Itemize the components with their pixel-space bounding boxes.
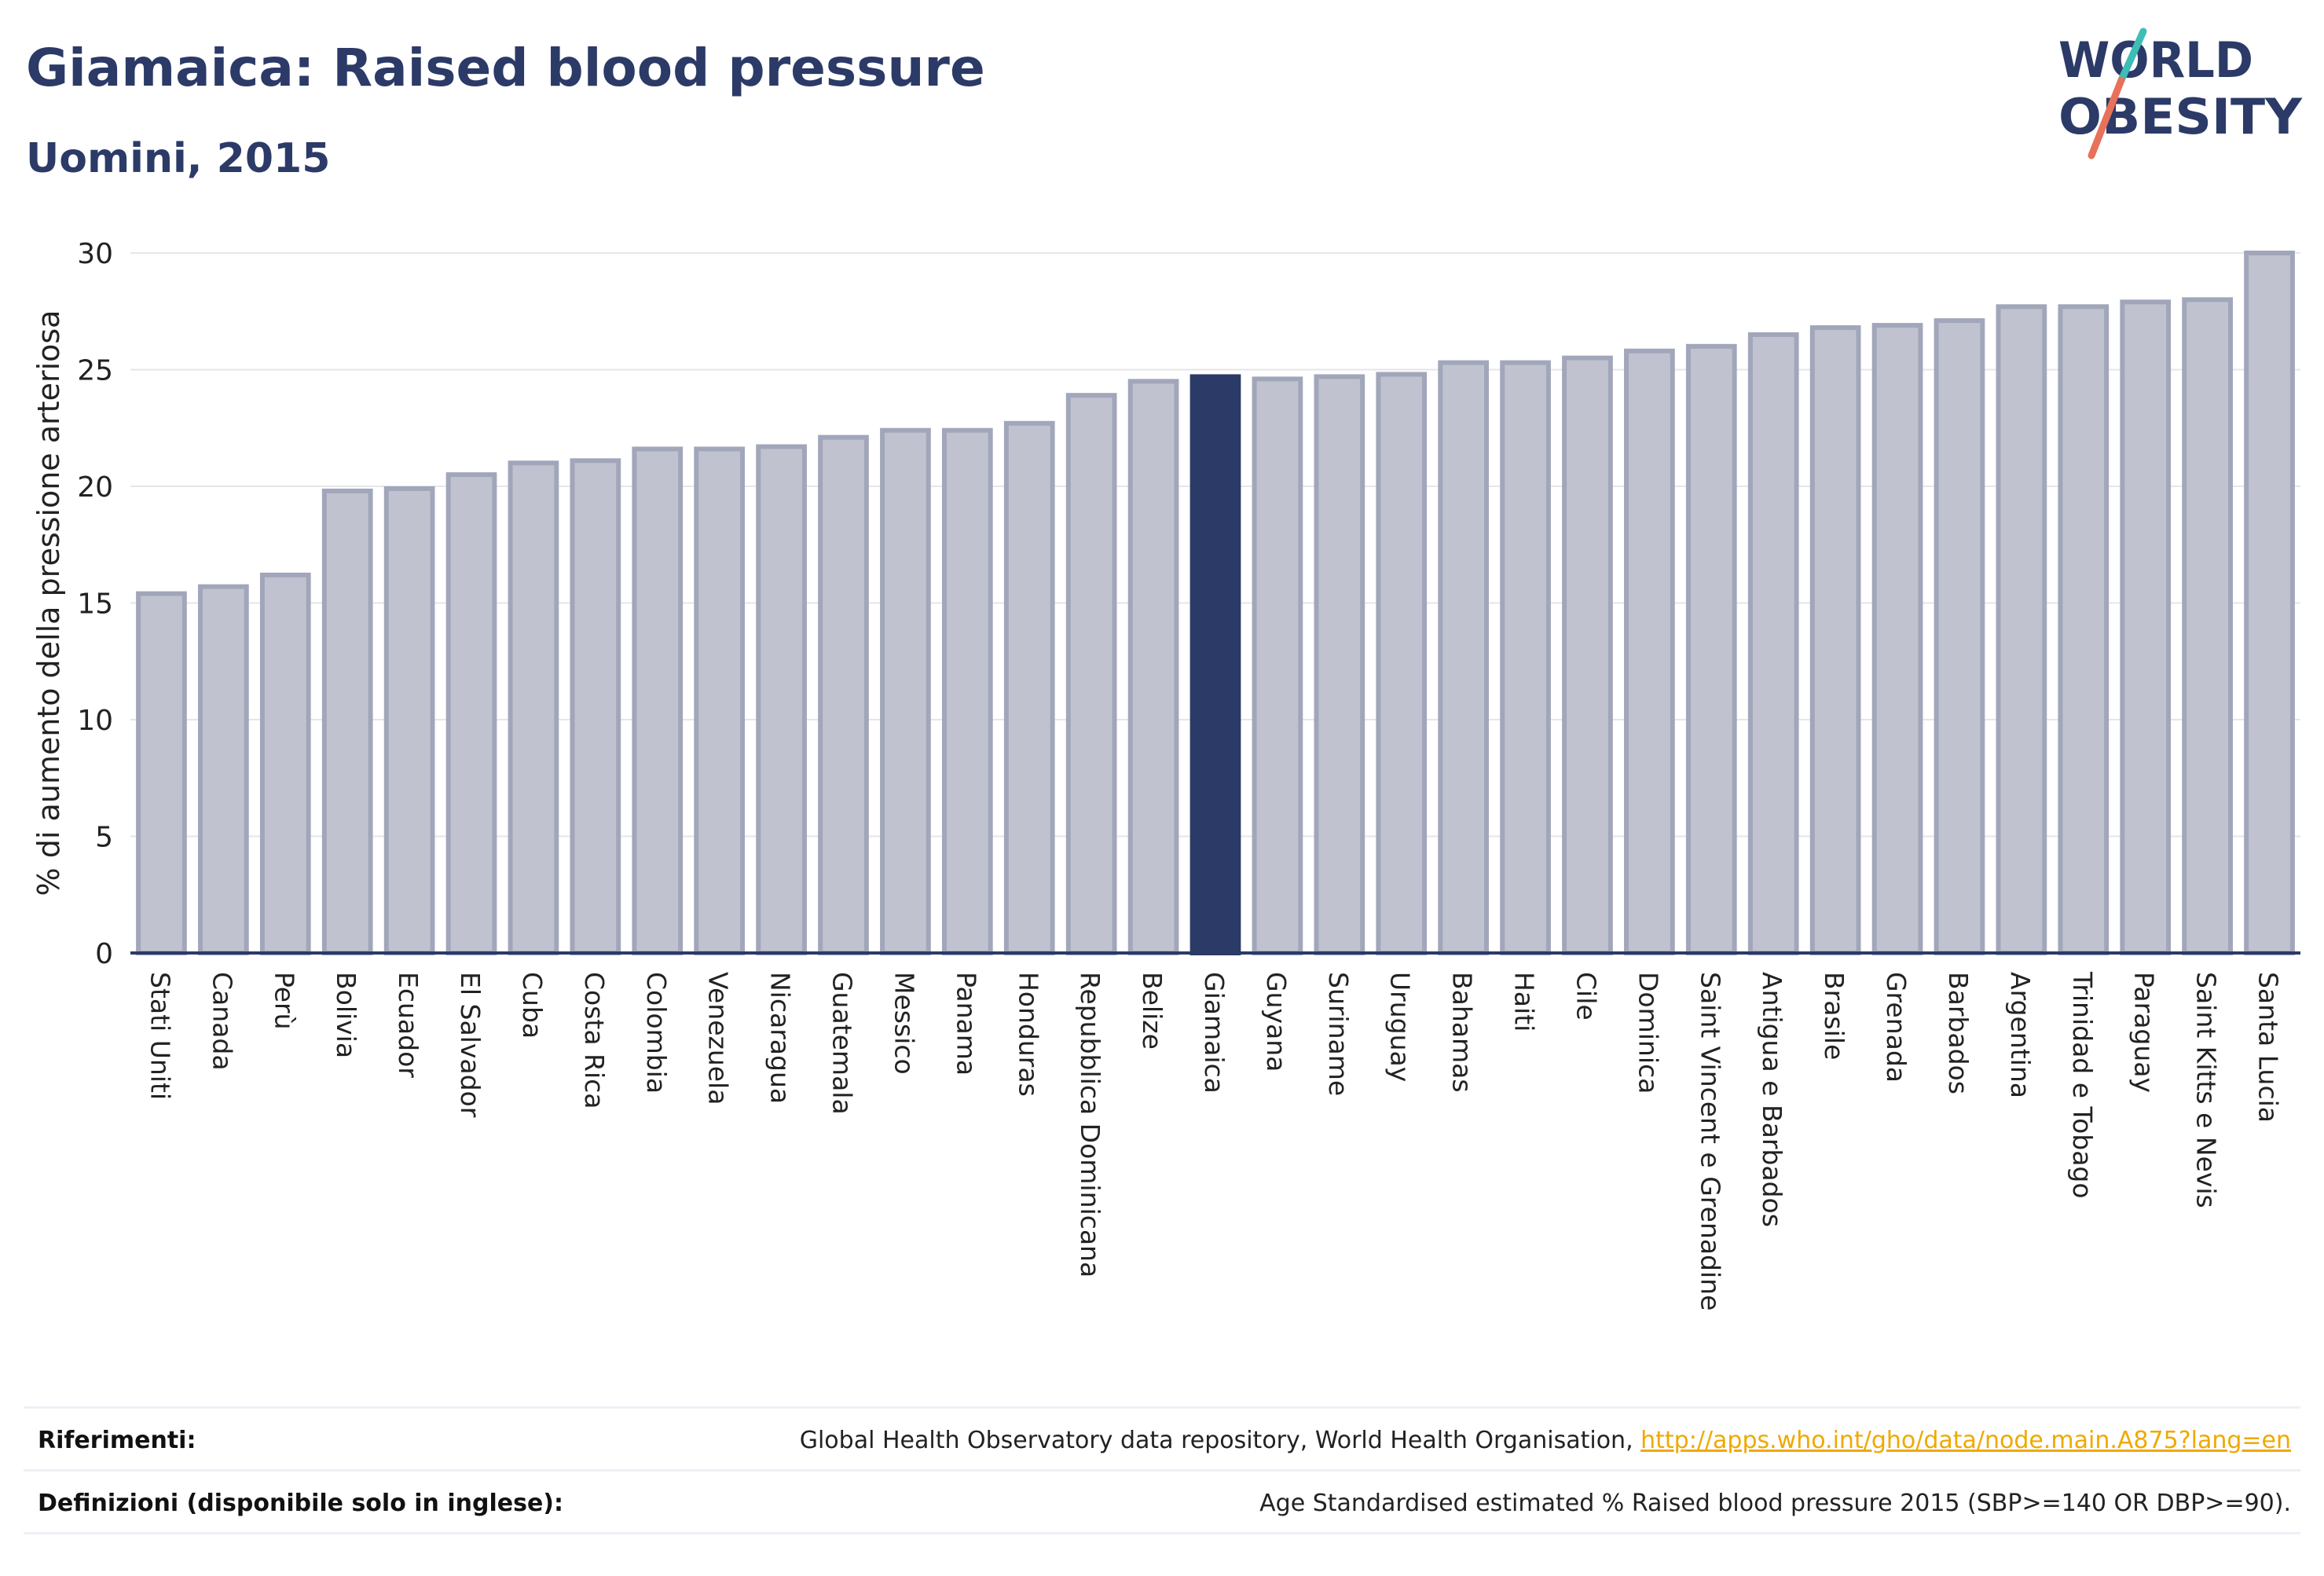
bar: [1934, 318, 1985, 955]
x-tick-label: Ecuador: [393, 972, 423, 1078]
bar: [756, 444, 807, 955]
y-tick-label: 15: [77, 588, 113, 621]
logo-slash-teal: [2117, 27, 2147, 84]
x-tick-label: Canada: [207, 972, 237, 1071]
references-row: Riferimenti: Global Health Observatory d…: [24, 1406, 2300, 1472]
x-tick-label: Haiti: [1509, 972, 1540, 1032]
x-tick-label: Saint Vincent e Grenadine: [1695, 972, 1725, 1310]
bar: [1500, 360, 1551, 955]
logo-slash-coral: [2088, 76, 2125, 159]
bar: [383, 486, 435, 955]
x-tick-label: Argentina: [2005, 972, 2036, 1098]
x-tick-label: Venezuela: [703, 972, 734, 1105]
y-tick-label: 5: [95, 822, 113, 854]
bar: [1314, 374, 1365, 956]
chart-subtitle: Uomini, 2015: [26, 135, 331, 182]
y-axis-label: % di aumento della pressione arteriosa: [31, 310, 66, 896]
bar: [632, 446, 684, 955]
definitions-label: Definizioni (disponibile solo in inglese…: [38, 1489, 563, 1517]
bar: [445, 472, 497, 955]
y-axis-ticks: 0 5 10 15 20 25 30: [77, 238, 113, 970]
bar: [1252, 376, 1303, 955]
y-tick-label: 20: [77, 471, 113, 504]
bar: [321, 488, 373, 955]
y-tick-label: 0: [95, 938, 113, 970]
bar: [1376, 372, 1428, 955]
x-tick-label: Perù: [269, 972, 299, 1030]
x-tick-label: Colombia: [641, 972, 672, 1094]
x-tick-label: Grenada: [1881, 972, 1912, 1083]
bars: [136, 251, 2295, 956]
bar: [1562, 355, 1613, 955]
bar: [1438, 360, 1490, 955]
x-tick-label: Giamaica: [1199, 972, 1230, 1094]
references-text: Global Health Observatory data repositor…: [799, 1426, 1641, 1454]
x-tick-label: Costa Rica: [579, 972, 610, 1109]
x-tick-label: Barbados: [1943, 972, 1974, 1094]
x-tick-label: Nicaragua: [765, 972, 796, 1104]
references-value: Global Health Observatory data repositor…: [800, 1427, 2300, 1454]
bar: [136, 591, 187, 955]
world-obesity-logo: WORLD OBESITY: [2058, 27, 2303, 159]
bar: [198, 584, 249, 956]
x-tick-label: Saint Kitts e Nevis: [2191, 972, 2222, 1208]
x-tick-label: Honduras: [1013, 972, 1043, 1097]
bar: [1065, 393, 1117, 956]
x-tick-label: Panama: [951, 972, 981, 1076]
x-tick-label: Paraguay: [2129, 972, 2160, 1093]
x-tick-label: Stati Uniti: [145, 972, 175, 1100]
x-tick-label: Brasile: [1819, 972, 1849, 1060]
bar: [1624, 348, 1675, 955]
bar: [1747, 332, 1799, 955]
y-tick-label: 25: [77, 355, 113, 387]
logo-line-1: WORLD: [2058, 31, 2253, 89]
bar: [1003, 420, 1055, 955]
bar: [2182, 297, 2233, 955]
references-label: Riferimenti:: [38, 1426, 196, 1454]
bar: [1809, 325, 1861, 956]
y-tick-label: 10: [77, 705, 113, 737]
y-tick-label: 30: [77, 238, 113, 270]
bar: [1871, 323, 1923, 955]
x-tick-label: Messico: [889, 972, 919, 1075]
chart-title: Giamaica: Raised blood pressure: [26, 38, 985, 98]
x-tick-label: Guatemala: [827, 972, 858, 1115]
x-tick-label: Suriname: [1323, 972, 1354, 1096]
bar: [1127, 379, 1179, 956]
footer-divider: [24, 1532, 2300, 1534]
bar-chart: 0 5 10 15 20 25 30 Stati Uniti Canada Perù Bolivi…: [31, 238, 2300, 1310]
bar: [1685, 343, 1737, 955]
bar-highlighted: [1189, 374, 1241, 956]
references-link[interactable]: http://apps.who.int/gho/data/node.main.A…: [1640, 1426, 2291, 1454]
x-tick-label: Dominica: [1633, 972, 1663, 1094]
bar: [2058, 304, 2110, 955]
x-axis-ticks: Stati Uniti Canada Perù Bolivia Ecuador El Sa…: [145, 971, 2283, 1310]
bar: [941, 427, 993, 955]
bar: [508, 460, 559, 955]
x-tick-label: Uruguay: [1385, 972, 1416, 1082]
bar: [880, 427, 931, 955]
bar: [694, 446, 746, 955]
x-tick-label: Bahamas: [1447, 972, 1478, 1093]
definitions-text: Age Standardised estimated % Raised bloo…: [1259, 1489, 2291, 1517]
x-tick-label: Trinidad e Tobago: [2067, 971, 2098, 1199]
x-tick-label: Santa Lucia: [2253, 972, 2284, 1123]
x-tick-label: El Salvador: [455, 972, 486, 1118]
definitions-row: Definizioni (disponibile solo in inglese…: [24, 1469, 2300, 1534]
x-tick-label: Cuba: [517, 972, 548, 1039]
x-tick-label: Belize: [1137, 972, 1167, 1050]
x-tick-label: Repubblica Dominicana: [1075, 972, 1105, 1277]
x-tick-label: Guyana: [1261, 972, 1292, 1072]
x-tick-label: Cile: [1571, 972, 1601, 1021]
x-tick-label: Antigua e Barbados: [1757, 972, 1787, 1227]
bar: [818, 434, 869, 955]
bar: [2244, 251, 2295, 955]
x-tick-label: Bolivia: [331, 972, 361, 1058]
bar: [2120, 299, 2172, 955]
bar: [570, 458, 621, 955]
bar: [259, 572, 311, 955]
bar: [1996, 304, 2047, 955]
